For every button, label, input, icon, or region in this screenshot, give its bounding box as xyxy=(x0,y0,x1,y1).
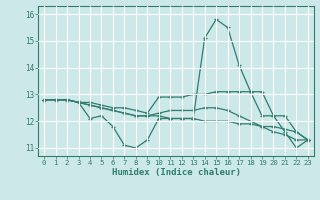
X-axis label: Humidex (Indice chaleur): Humidex (Indice chaleur) xyxy=(111,168,241,177)
